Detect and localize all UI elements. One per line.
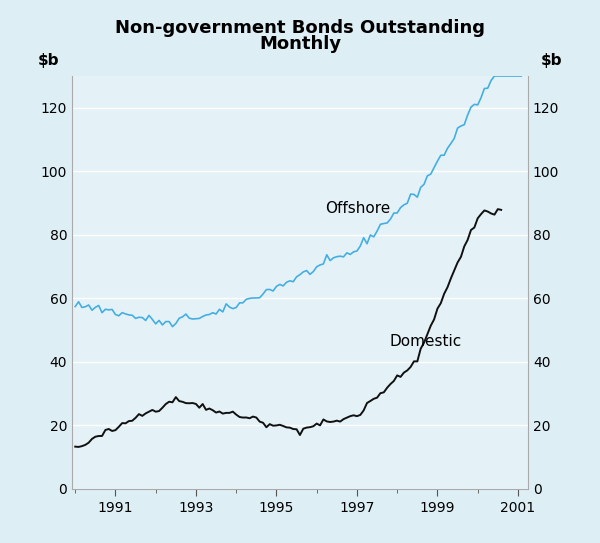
Text: Non-government Bonds Outstanding: Non-government Bonds Outstanding bbox=[115, 19, 485, 37]
Text: $b: $b bbox=[38, 53, 59, 68]
Text: Domestic: Domestic bbox=[389, 334, 461, 349]
Text: Monthly: Monthly bbox=[259, 35, 341, 53]
Text: Offshore: Offshore bbox=[325, 201, 390, 216]
Text: $b: $b bbox=[541, 53, 562, 68]
